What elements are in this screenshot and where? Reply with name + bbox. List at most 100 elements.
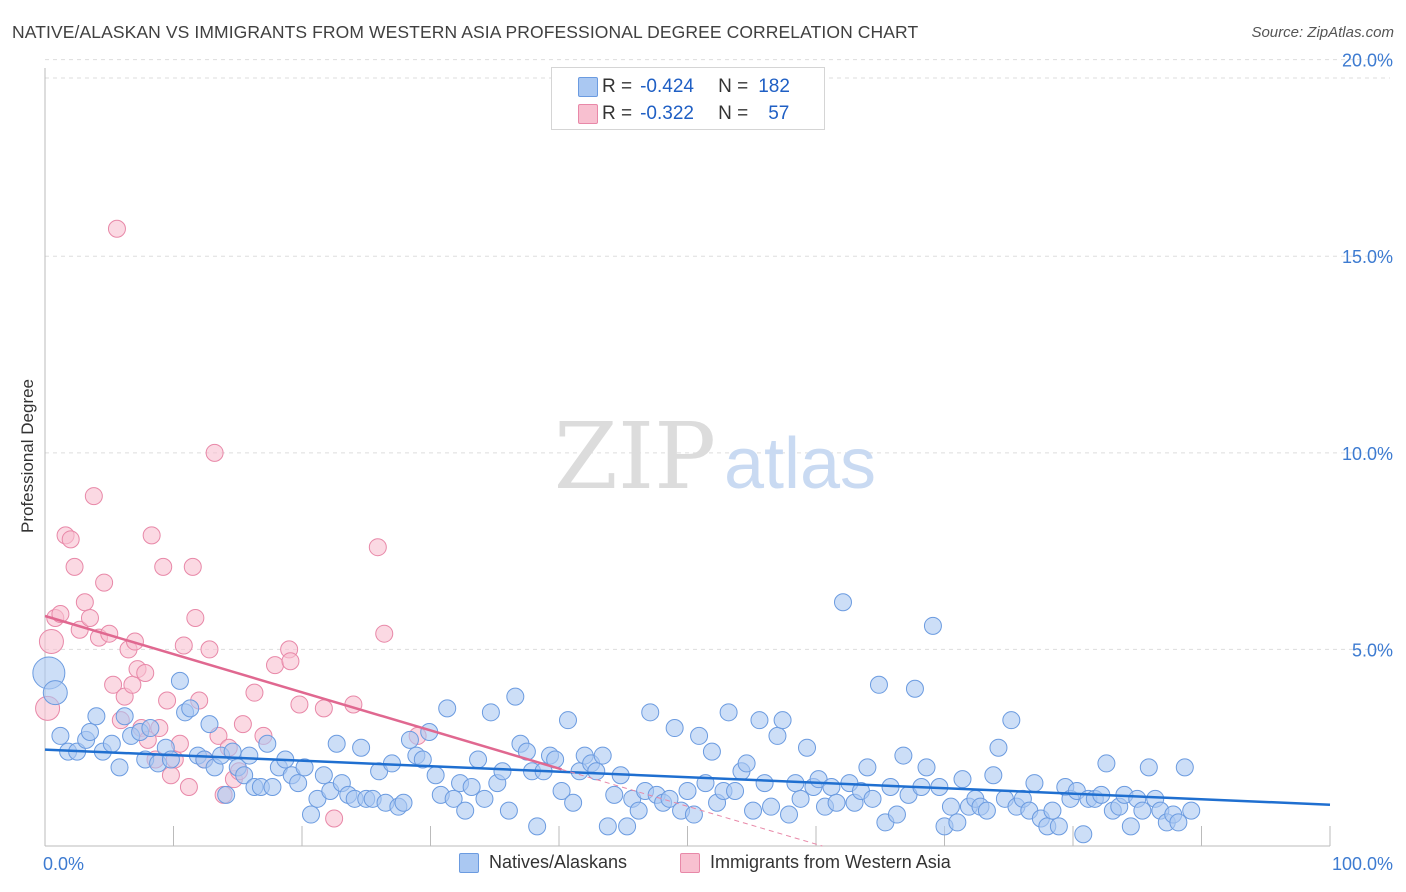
blue-point bbox=[1002, 711, 1021, 730]
bottom-legend-natives: Natives/Alaskans bbox=[459, 852, 627, 873]
blue-point bbox=[235, 766, 254, 785]
blue-point bbox=[327, 734, 346, 753]
pink-point bbox=[200, 640, 219, 659]
y-tick-label: 5.0% bbox=[1352, 640, 1393, 660]
pink-point bbox=[123, 675, 142, 694]
blue-point bbox=[948, 813, 967, 832]
blue-point bbox=[481, 703, 500, 722]
pink-point bbox=[142, 526, 161, 545]
legend-r-value: -0.424 bbox=[640, 76, 694, 97]
pink-point bbox=[205, 443, 224, 462]
legend-swatch-pink bbox=[578, 104, 598, 124]
blue-point bbox=[598, 817, 617, 836]
legend-r-label: R = bbox=[602, 103, 633, 124]
pink-point bbox=[375, 624, 394, 643]
legend-n-label: N = bbox=[718, 76, 749, 97]
blue-point bbox=[200, 715, 219, 734]
pink-point bbox=[38, 629, 64, 655]
blue-point bbox=[894, 746, 913, 765]
pink-point bbox=[183, 557, 202, 576]
legend-r-value: -0.322 bbox=[640, 103, 694, 124]
blue-point bbox=[869, 675, 888, 694]
blue-point bbox=[102, 734, 121, 753]
blue-point bbox=[744, 801, 763, 820]
correlation-legend: R = -0.424 N = 182 R = -0.322 N = 57 bbox=[551, 67, 825, 130]
blue-point bbox=[977, 801, 996, 820]
bottom-legend-swatch-pink bbox=[680, 852, 700, 873]
y-tick-label: 20.0% bbox=[1342, 51, 1393, 71]
blue-point bbox=[719, 703, 738, 722]
pink-point bbox=[245, 683, 264, 702]
blue-point bbox=[923, 616, 942, 635]
blue-point bbox=[780, 805, 799, 824]
bottom-legend-label: Natives/Alaskans bbox=[489, 852, 628, 872]
blue-point bbox=[791, 789, 810, 808]
pink-point bbox=[95, 573, 114, 592]
pink-point bbox=[161, 766, 180, 785]
pink-point bbox=[80, 608, 99, 627]
blue-point bbox=[110, 758, 129, 777]
blue-point bbox=[1121, 817, 1140, 836]
blue-point bbox=[641, 703, 660, 722]
immigrants-trend-line bbox=[44, 614, 562, 771]
watermark: ZIP atlas bbox=[554, 403, 876, 510]
blue-point bbox=[444, 789, 463, 808]
legend-row-immigrants: R = -0.322 N = 57 bbox=[578, 101, 789, 127]
blue-point bbox=[833, 593, 852, 612]
blue-point bbox=[773, 711, 792, 730]
blue-point bbox=[750, 711, 769, 730]
blue-point bbox=[181, 699, 200, 718]
blue-point bbox=[665, 719, 684, 738]
blue-point bbox=[1139, 758, 1158, 777]
blue-point bbox=[456, 801, 475, 820]
blue-point bbox=[87, 707, 106, 726]
blue-point bbox=[684, 805, 703, 824]
blue-point bbox=[1169, 813, 1188, 832]
blue-point bbox=[1182, 801, 1201, 820]
blue-point bbox=[690, 726, 709, 745]
pink-point bbox=[233, 715, 252, 734]
blue-point bbox=[528, 817, 547, 836]
x-tick-label: 0.0% bbox=[43, 854, 84, 874]
pink-point bbox=[154, 557, 173, 576]
pink-point bbox=[65, 557, 84, 576]
pink-point bbox=[281, 652, 300, 671]
blue-point bbox=[1074, 825, 1093, 844]
watermark-atlas: atlas bbox=[724, 424, 876, 504]
legend-r-label: R = bbox=[602, 76, 633, 97]
blue-point bbox=[295, 758, 314, 777]
pink-point bbox=[75, 593, 94, 612]
legend-n-value: 182 bbox=[758, 76, 790, 97]
pink-point bbox=[368, 538, 387, 557]
trend-lines bbox=[44, 614, 1331, 847]
blue-point bbox=[475, 789, 494, 808]
pink-point bbox=[174, 636, 193, 655]
blue-point bbox=[1043, 801, 1062, 820]
blue-point bbox=[263, 778, 282, 797]
blue-point bbox=[984, 766, 1003, 785]
blue-point bbox=[493, 762, 512, 781]
bottom-legend-swatch-blue bbox=[459, 852, 479, 873]
pink-point bbox=[179, 778, 198, 797]
blue-point bbox=[629, 801, 648, 820]
blue-point bbox=[768, 726, 787, 745]
blue-point bbox=[314, 766, 333, 785]
blue-point bbox=[141, 719, 160, 738]
blue-point bbox=[1025, 774, 1044, 793]
pink-point bbox=[158, 691, 177, 710]
y-tick-label: 15.0% bbox=[1342, 247, 1393, 267]
blue-point bbox=[170, 671, 189, 690]
bottom-legend-label: Immigrants from Western Asia bbox=[710, 852, 951, 872]
pink-point bbox=[290, 695, 309, 714]
blue-point bbox=[413, 750, 432, 769]
tick-labels: 5.0% 10.0% 15.0% 20.0% 0.0% 100.0% bbox=[43, 51, 1393, 874]
blue-point bbox=[51, 726, 70, 745]
blue-point bbox=[240, 746, 259, 765]
blue-point bbox=[941, 797, 960, 816]
blue-point bbox=[1133, 801, 1152, 820]
blue-point bbox=[258, 734, 277, 753]
blue-point bbox=[858, 758, 877, 777]
blue-point bbox=[726, 781, 745, 800]
blue-point bbox=[587, 762, 606, 781]
